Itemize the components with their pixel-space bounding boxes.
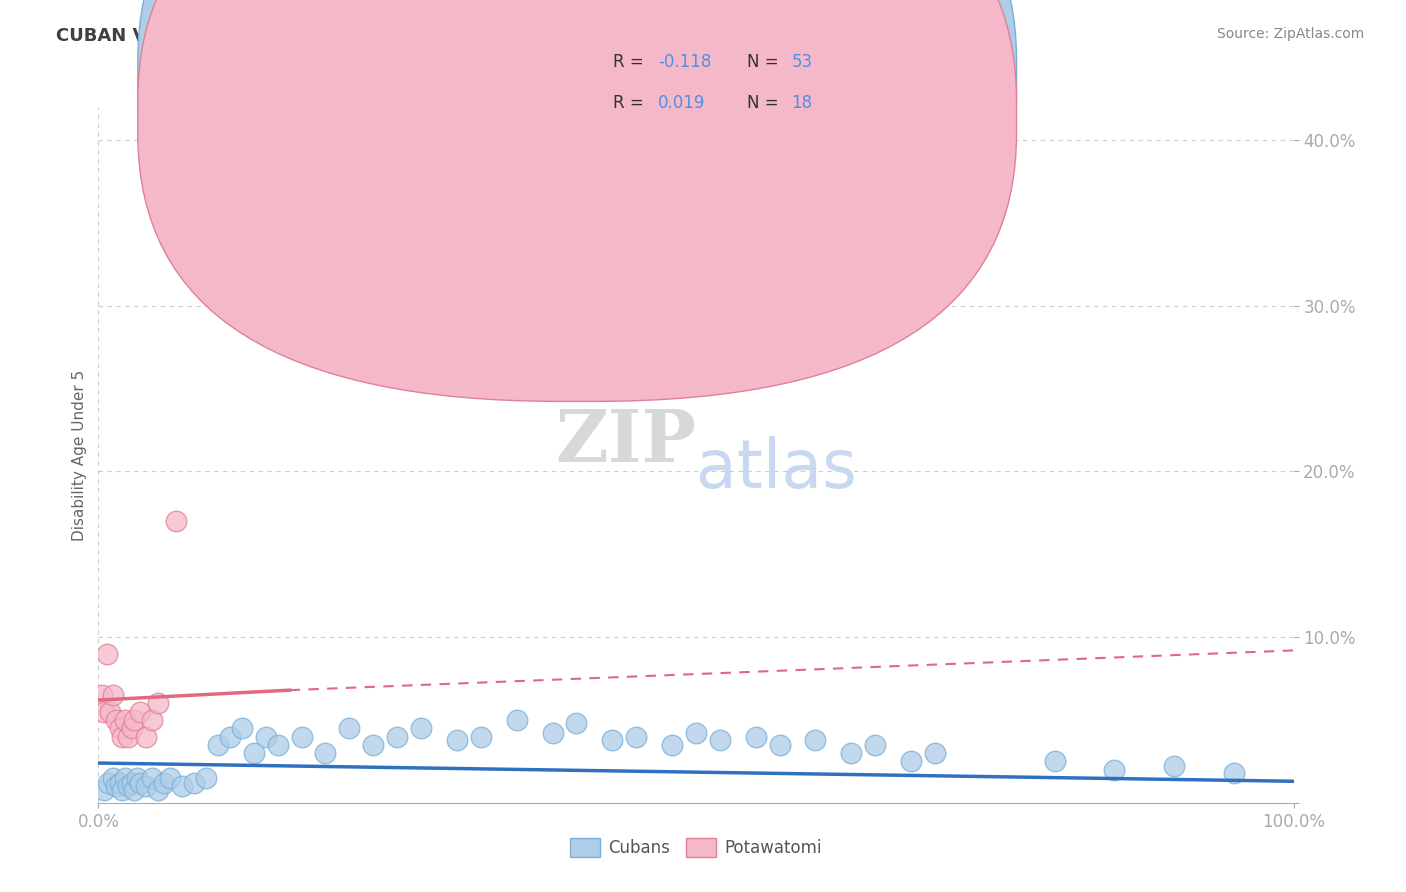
Point bbox=[865, 738, 887, 752]
Point bbox=[804, 732, 827, 747]
Point bbox=[101, 688, 124, 702]
Point bbox=[243, 746, 266, 760]
Point bbox=[291, 730, 314, 744]
Point bbox=[97, 776, 120, 790]
Point bbox=[93, 782, 115, 797]
Point bbox=[129, 776, 152, 790]
Point bbox=[385, 730, 409, 744]
Point bbox=[1223, 766, 1246, 780]
Point bbox=[506, 713, 529, 727]
Point bbox=[470, 730, 492, 744]
Point bbox=[117, 779, 139, 793]
Point bbox=[114, 713, 136, 727]
Point bbox=[446, 732, 468, 747]
Point bbox=[195, 249, 218, 263]
Point bbox=[114, 771, 136, 785]
Point bbox=[924, 746, 946, 760]
Point bbox=[195, 771, 218, 785]
Point bbox=[661, 738, 683, 752]
Point bbox=[183, 776, 205, 790]
Point bbox=[900, 755, 922, 769]
Point bbox=[153, 776, 176, 790]
Point bbox=[231, 721, 253, 735]
Point bbox=[685, 726, 707, 740]
Point bbox=[745, 730, 768, 744]
Point bbox=[148, 782, 170, 797]
Point bbox=[101, 771, 124, 785]
Legend: Cubans, Potawatomi: Cubans, Potawatomi bbox=[562, 831, 830, 864]
Point bbox=[96, 647, 118, 661]
Text: CUBAN VS POTAWATOMI DISABILITY AGE UNDER 5 CORRELATION CHART: CUBAN VS POTAWATOMI DISABILITY AGE UNDER… bbox=[56, 27, 785, 45]
Point bbox=[121, 776, 143, 790]
Text: ZIP: ZIP bbox=[555, 406, 696, 476]
Text: R =: R = bbox=[613, 94, 650, 112]
Point bbox=[124, 713, 146, 727]
Point bbox=[709, 732, 731, 747]
Text: 53: 53 bbox=[792, 54, 813, 71]
Point bbox=[108, 721, 131, 735]
Point bbox=[1043, 755, 1066, 769]
Text: 18: 18 bbox=[792, 94, 813, 112]
Point bbox=[148, 697, 170, 711]
Point bbox=[254, 730, 277, 744]
Text: N =: N = bbox=[747, 94, 783, 112]
Point bbox=[105, 779, 128, 793]
Text: -0.118: -0.118 bbox=[658, 54, 711, 71]
Point bbox=[91, 688, 114, 702]
Point bbox=[98, 705, 122, 719]
Text: atlas: atlas bbox=[696, 436, 856, 502]
Point bbox=[111, 782, 134, 797]
Point bbox=[159, 771, 181, 785]
Point bbox=[339, 721, 361, 735]
Point bbox=[841, 746, 863, 760]
Point bbox=[565, 716, 588, 731]
Point bbox=[411, 721, 433, 735]
Point bbox=[135, 779, 157, 793]
Text: Source: ZipAtlas.com: Source: ZipAtlas.com bbox=[1216, 27, 1364, 41]
Point bbox=[121, 721, 143, 735]
Point bbox=[141, 713, 163, 727]
Point bbox=[219, 730, 242, 744]
Point bbox=[768, 738, 790, 752]
Point bbox=[363, 738, 385, 752]
Point bbox=[111, 730, 134, 744]
Point bbox=[117, 730, 139, 744]
Point bbox=[125, 771, 148, 785]
Point bbox=[1163, 759, 1185, 773]
Text: 0.019: 0.019 bbox=[658, 94, 706, 112]
Point bbox=[207, 738, 229, 752]
Point bbox=[602, 732, 624, 747]
Point bbox=[129, 705, 152, 719]
Point bbox=[626, 730, 648, 744]
Point bbox=[141, 771, 163, 785]
Point bbox=[315, 746, 337, 760]
Point bbox=[93, 705, 115, 719]
Point bbox=[267, 738, 290, 752]
Y-axis label: Disability Age Under 5: Disability Age Under 5 bbox=[72, 369, 87, 541]
Text: N =: N = bbox=[747, 54, 783, 71]
Point bbox=[165, 514, 187, 528]
Point bbox=[105, 713, 128, 727]
Point bbox=[108, 776, 131, 790]
Text: R =: R = bbox=[613, 54, 650, 71]
Point bbox=[541, 726, 564, 740]
Point bbox=[135, 730, 157, 744]
Point bbox=[172, 779, 194, 793]
Point bbox=[124, 782, 146, 797]
Point bbox=[1104, 763, 1126, 777]
